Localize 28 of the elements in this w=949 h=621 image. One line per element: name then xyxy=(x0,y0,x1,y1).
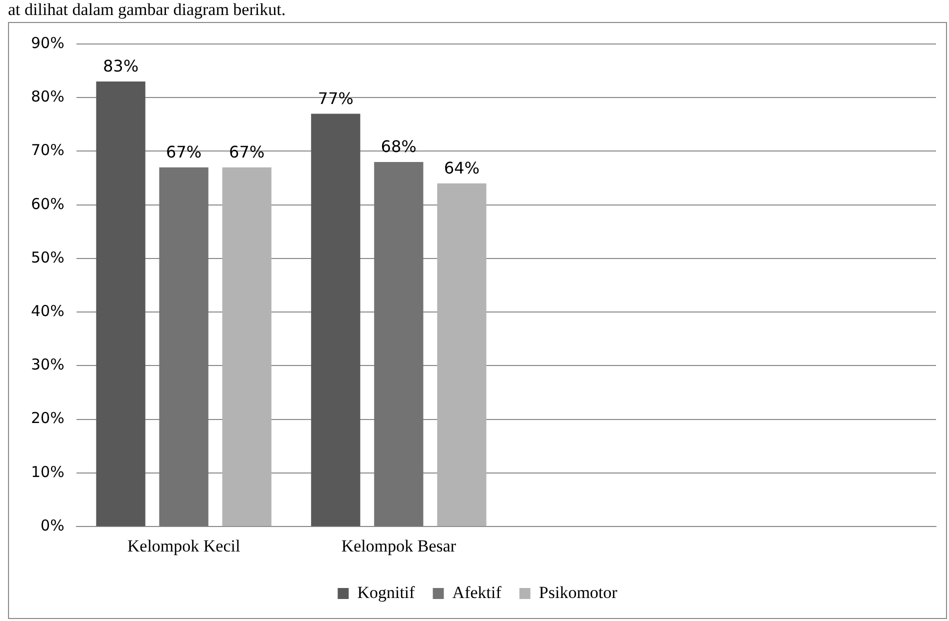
data-label: 67% xyxy=(229,142,265,162)
legend-label: Kognitif xyxy=(357,582,416,602)
legend-label: Afektif xyxy=(452,582,502,602)
y-tick-label: 50% xyxy=(30,248,64,266)
x-tick-label: Kelompok Besar xyxy=(341,536,456,556)
bar xyxy=(159,167,208,526)
data-label: 77% xyxy=(318,88,354,108)
x-tick-label: Kelompok Kecil xyxy=(127,536,240,556)
data-label: 67% xyxy=(166,142,202,162)
bar xyxy=(374,162,424,526)
bar xyxy=(437,183,486,526)
y-tick-label: 30% xyxy=(30,356,64,374)
y-tick-label: 90% xyxy=(30,34,64,52)
y-tick-label: 70% xyxy=(30,141,64,160)
y-tick-label: 60% xyxy=(30,194,64,213)
y-tick-label: 10% xyxy=(30,462,64,481)
data-label: 83% xyxy=(102,56,139,76)
legend-label: Psikomotor xyxy=(538,582,618,602)
bar xyxy=(222,167,272,526)
bar xyxy=(311,114,360,526)
y-tick-label: 20% xyxy=(30,409,64,428)
y-tick-label: 80% xyxy=(30,88,64,106)
y-tick-label: 0% xyxy=(40,516,64,534)
bar xyxy=(96,82,146,526)
text: at dilihat dalam gambar diagram berikut. xyxy=(8,0,286,20)
y-tick-label: 40% xyxy=(30,302,64,320)
data-label: 68% xyxy=(380,137,416,156)
data-label: 64% xyxy=(444,158,480,178)
